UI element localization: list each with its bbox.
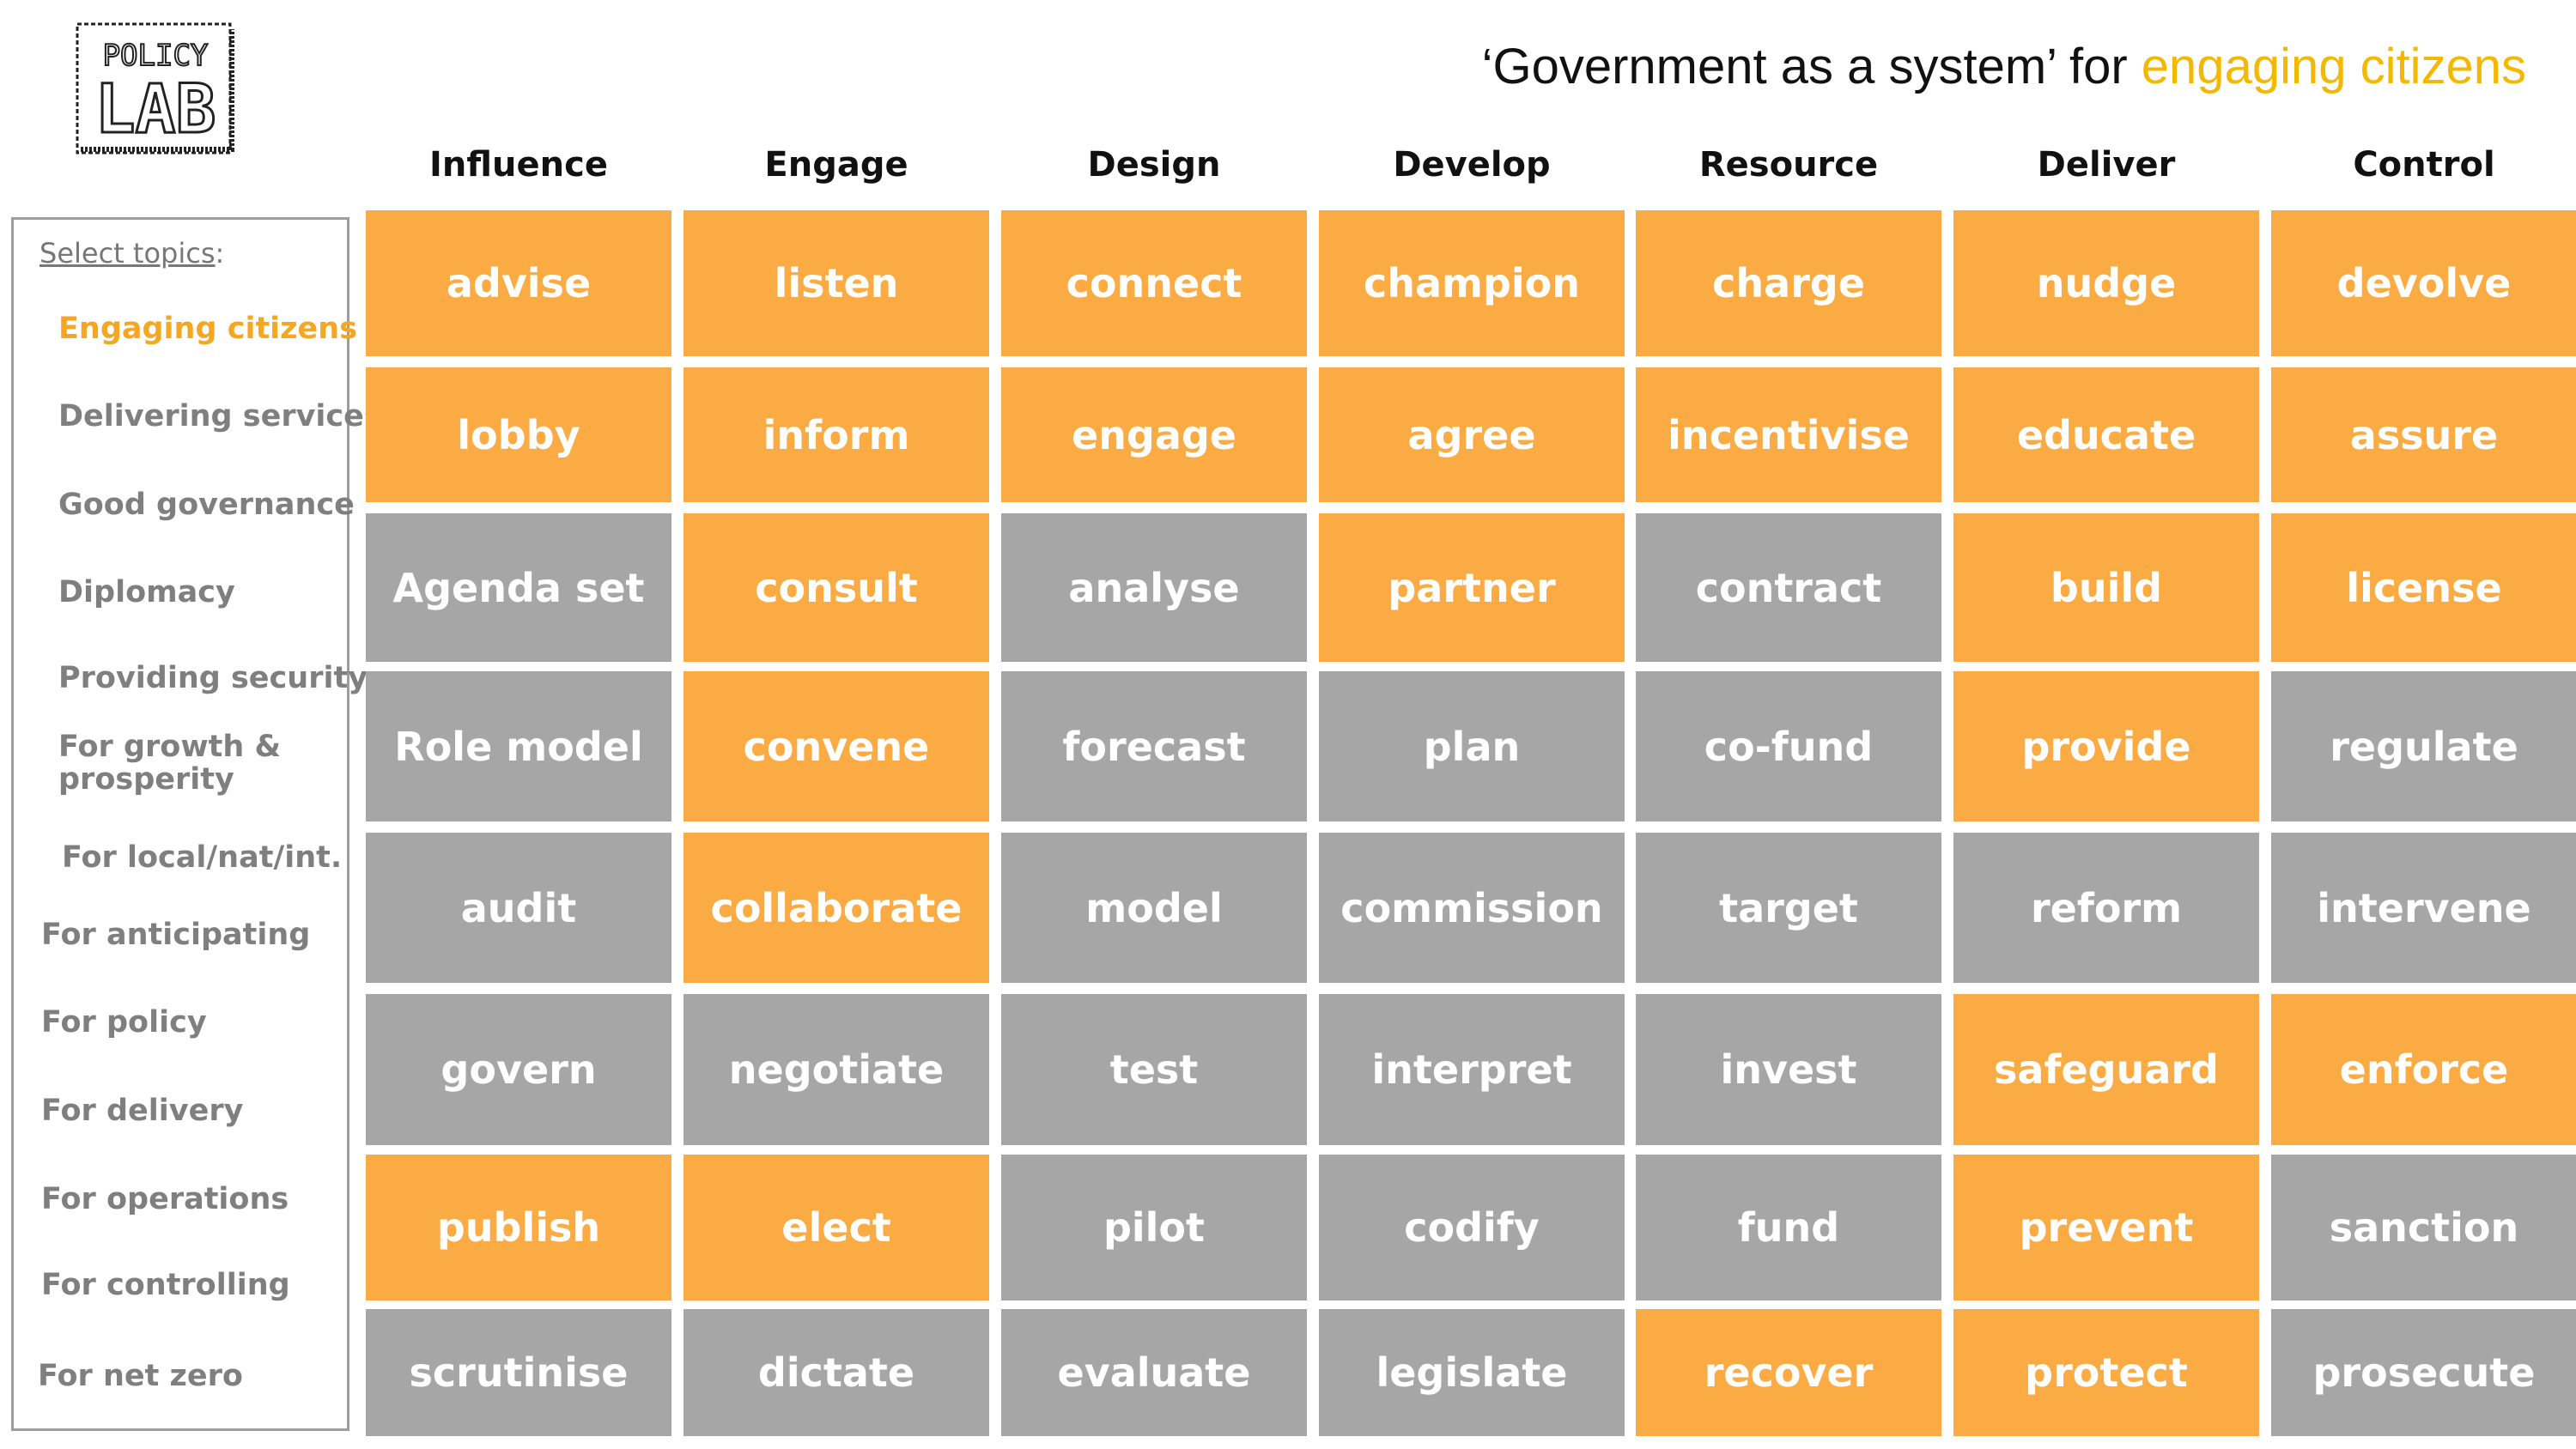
grid-cell-intervene[interactable]: intervene: [2271, 833, 2576, 983]
grid-cell-partner[interactable]: partner: [1319, 513, 1625, 662]
grid-cell-provide[interactable]: provide: [1953, 671, 2259, 822]
topic-diplomacy[interactable]: Diplomacy: [58, 575, 235, 609]
grid-cell-model[interactable]: model: [1001, 833, 1307, 983]
topic-for-delivery[interactable]: For delivery: [41, 1094, 244, 1128]
grid-cell-plan[interactable]: plan: [1319, 671, 1625, 822]
grid-cell-educate[interactable]: educate: [1953, 367, 2259, 502]
sidebar-heading-label[interactable]: Select topics: [39, 237, 216, 270]
grid-cell-fund[interactable]: fund: [1636, 1155, 1941, 1300]
topic-for-controlling[interactable]: For controlling: [41, 1268, 290, 1302]
grid-cell-prosecute[interactable]: prosecute: [2271, 1309, 2576, 1436]
policy-lab-logo: POLICY LAB: [76, 22, 234, 155]
column-header-design: Design: [1087, 145, 1221, 185]
grid-cell-enforce[interactable]: enforce: [2271, 994, 2576, 1145]
topic-for-operations[interactable]: For operations: [41, 1182, 289, 1216]
grid-cell-forecast[interactable]: forecast: [1001, 671, 1307, 822]
column-header-engage: Engage: [764, 145, 908, 185]
grid-cell-scrutinise[interactable]: scrutinise: [366, 1309, 671, 1436]
grid-cell-inform[interactable]: inform: [683, 367, 989, 502]
grid-cell-listen[interactable]: listen: [683, 210, 989, 356]
grid-cell-champion[interactable]: champion: [1319, 210, 1625, 356]
topic-sidebar: Select topics: Engaging citizens Deliveri…: [11, 217, 382, 1431]
grid-cell-collaborate[interactable]: collaborate: [683, 833, 989, 983]
topic-for-policy[interactable]: For policy: [41, 1005, 207, 1040]
grid-cell-sanction[interactable]: sanction: [2271, 1155, 2576, 1300]
grid-cell-connect[interactable]: connect: [1001, 210, 1307, 356]
topic-for-net-zero[interactable]: For net zero: [38, 1359, 243, 1393]
topic-engaging-citizens[interactable]: Engaging citizens: [58, 312, 358, 346]
grid-cell-analyse[interactable]: analyse: [1001, 513, 1307, 662]
grid-cell-assure[interactable]: assure: [2271, 367, 2576, 502]
column-header-deliver: Deliver: [2037, 145, 2176, 185]
grid-cell-govern[interactable]: govern: [366, 994, 671, 1145]
grid-cell-agenda-set[interactable]: Agenda set: [366, 513, 671, 662]
grid-cell-build[interactable]: build: [1953, 513, 2259, 662]
logo-text-top: POLICY: [103, 39, 209, 73]
grid-cell-safeguard[interactable]: safeguard: [1953, 994, 2259, 1145]
grid-cell-license[interactable]: license: [2271, 513, 2576, 662]
topic-for-growth-prosperity[interactable]: For growth & prosperity: [58, 730, 282, 797]
grid-cell-target[interactable]: target: [1636, 833, 1941, 983]
grid-cell-negotiate[interactable]: negotiate: [683, 994, 989, 1145]
topic-for-anticipating[interactable]: For anticipating: [41, 918, 311, 952]
grid-cell-charge[interactable]: charge: [1636, 210, 1941, 356]
column-headers: Influence Engage Design Develop Resource Deli…: [0, 137, 2576, 192]
grid-cell-convene[interactable]: convene: [683, 671, 989, 822]
page-title: ‘Government as a system’ for engaging ci…: [1482, 38, 2526, 95]
topic-good-governance[interactable]: Good governance: [58, 488, 355, 522]
grid-cell-incentivise[interactable]: incentivise: [1636, 367, 1941, 502]
grid-cell-regulate[interactable]: regulate: [2271, 671, 2576, 822]
grid-cell-elect[interactable]: elect: [683, 1155, 989, 1300]
grid-cell-devolve[interactable]: devolve: [2271, 210, 2576, 356]
grid-cell-reform[interactable]: reform: [1953, 833, 2259, 983]
column-header-control: Control: [2353, 145, 2495, 185]
grid-cell-nudge[interactable]: nudge: [1953, 210, 2259, 356]
sidebar-heading-colon: :: [215, 237, 225, 270]
grid-cell-role-model[interactable]: Role model: [366, 671, 671, 822]
title-prefix: ‘Government as a system’ for: [1481, 39, 2142, 94]
title-highlight: engaging citizens: [2141, 39, 2526, 94]
sidebar-heading: Select topics:: [39, 237, 224, 270]
grid-cell-publish[interactable]: publish: [366, 1155, 671, 1300]
grid-cell-commission[interactable]: commission: [1319, 833, 1625, 983]
grid-cell-interpret[interactable]: interpret: [1319, 994, 1625, 1145]
grid-cell-protect[interactable]: protect: [1953, 1309, 2259, 1436]
topic-for-local-nat-int[interactable]: For local/nat/int.: [62, 840, 343, 875]
logo-text-bottom: LAB: [95, 71, 216, 149]
grid-cell-lobby[interactable]: lobby: [366, 367, 671, 502]
grid-cell-recover[interactable]: recover: [1636, 1309, 1941, 1436]
grid-cell-audit[interactable]: audit: [366, 833, 671, 983]
column-header-resource: Resource: [1698, 145, 1879, 185]
grid-cell-legislate[interactable]: legislate: [1319, 1309, 1625, 1436]
topic-delivering-services[interactable]: Delivering services: [58, 399, 382, 433]
grid-cell-codify[interactable]: codify: [1319, 1155, 1625, 1300]
column-header-influence: Influence: [429, 145, 608, 185]
grid-cell-co-fund[interactable]: co-fund: [1636, 671, 1941, 822]
grid-cell-engage[interactable]: engage: [1001, 367, 1307, 502]
column-header-develop: Develop: [1393, 145, 1551, 185]
grid-cell-contract[interactable]: contract: [1636, 513, 1941, 662]
topic-providing-security[interactable]: Providing security: [58, 661, 368, 695]
grid-cell-invest[interactable]: invest: [1636, 994, 1941, 1145]
grid-cell-pilot[interactable]: pilot: [1001, 1155, 1307, 1300]
grid-cell-agree[interactable]: agree: [1319, 367, 1625, 502]
grid-cell-prevent[interactable]: prevent: [1953, 1155, 2259, 1300]
grid-cell-advise[interactable]: advise: [366, 210, 671, 356]
grid-cell-consult[interactable]: consult: [683, 513, 989, 662]
grid-cell-dictate[interactable]: dictate: [683, 1309, 989, 1436]
grid-cell-evaluate[interactable]: evaluate: [1001, 1309, 1307, 1436]
grid-cell-test[interactable]: test: [1001, 994, 1307, 1145]
